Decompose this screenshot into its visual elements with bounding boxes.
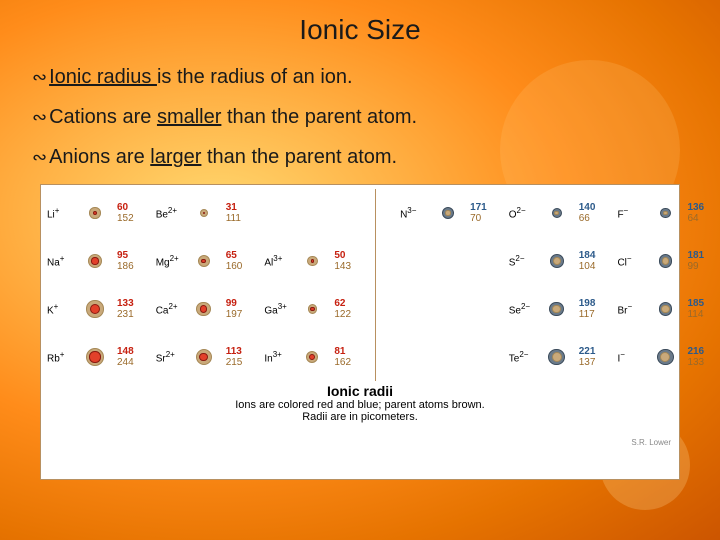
ion-values: 50143 bbox=[334, 250, 351, 273]
ion-values: 81162 bbox=[334, 346, 351, 369]
ion-circle bbox=[75, 193, 115, 233]
ion-symbol: O2− bbox=[509, 206, 537, 220]
ion-group: N3− 17170 bbox=[400, 189, 487, 381]
ion-values: 185114 bbox=[687, 298, 704, 321]
ion-symbol: Br− bbox=[617, 302, 645, 316]
ion-cell: Be2+ 31111 bbox=[156, 189, 243, 237]
ion-cell: S2− 184104 bbox=[509, 237, 596, 285]
ion-cell: O2− 14066 bbox=[509, 189, 596, 237]
ion-symbol: Te2− bbox=[509, 350, 537, 364]
bullet-item: ∾Cations are smaller than the parent ato… bbox=[32, 104, 700, 130]
ion-symbol: Na+ bbox=[47, 254, 75, 268]
ion-values: 18199 bbox=[687, 250, 704, 273]
ion-circle bbox=[75, 241, 115, 281]
ion-circle bbox=[537, 241, 577, 281]
ion-symbol: N3− bbox=[400, 206, 428, 220]
ion-cell: Br− 185114 bbox=[617, 285, 704, 333]
ion-symbol: Be2+ bbox=[156, 206, 184, 220]
ion-circle bbox=[292, 337, 332, 377]
ion-cell: Sr2+ 113215 bbox=[156, 333, 243, 381]
ion-values: 13664 bbox=[687, 202, 704, 225]
ion-cell: Cl− 18199 bbox=[617, 237, 704, 285]
ion-cell: Mg2+ 65160 bbox=[156, 237, 243, 285]
ion-values: 31111 bbox=[226, 202, 241, 225]
ion-cell: K+ 133231 bbox=[47, 285, 134, 333]
ion-symbol: I− bbox=[617, 350, 645, 364]
slide-title: Ionic Size bbox=[20, 14, 700, 46]
ion-circle bbox=[645, 241, 685, 281]
ion-values: 216133 bbox=[687, 346, 704, 369]
ion-values: 65160 bbox=[226, 250, 243, 273]
ion-cell: Li+ 60152 bbox=[47, 189, 134, 237]
ion-values: 62122 bbox=[334, 298, 351, 321]
caption-title: Ionic radii bbox=[47, 383, 673, 399]
ion-cell: I− 216133 bbox=[617, 333, 704, 381]
ion-circle bbox=[537, 289, 577, 329]
ion-symbol: Rb+ bbox=[47, 350, 75, 364]
ion-values: 221137 bbox=[579, 346, 596, 369]
ion-group: F− 13664 Cl− 18199 Br− 185114 I− 216133 bbox=[617, 189, 704, 381]
ion-cell: F− 13664 bbox=[617, 189, 704, 237]
ion-circle bbox=[184, 337, 224, 377]
bullet-item: ∾Ionic radius is the radius of an ion. bbox=[32, 64, 700, 90]
ion-cell: Ga3+ 62122 bbox=[264, 285, 351, 333]
ion-circle bbox=[292, 241, 332, 281]
caption-line2: Radii are in picometers. bbox=[47, 411, 673, 423]
ion-cell: Te2− 221137 bbox=[509, 333, 596, 381]
ion-group: Li+ 60152 Na+ 95186 K+ 133231 Rb+ 148244 bbox=[47, 189, 134, 381]
ion-symbol: Mg2+ bbox=[156, 254, 184, 268]
ion-values: 113215 bbox=[226, 346, 243, 369]
ion-cell: Ca2+ 99197 bbox=[156, 285, 243, 333]
ion-circle bbox=[75, 289, 115, 329]
ion-circle bbox=[645, 289, 685, 329]
ion-values: 95186 bbox=[117, 250, 134, 273]
ion-symbol: Se2− bbox=[509, 302, 537, 316]
ion-symbol: In3+ bbox=[264, 350, 292, 364]
ion-circle bbox=[645, 337, 685, 377]
ion-symbol: Cl− bbox=[617, 254, 645, 268]
slide: Ionic Size ∾Ionic radius is the radius o… bbox=[0, 0, 720, 540]
ion-cell: Na+ 95186 bbox=[47, 237, 134, 285]
ion-circle bbox=[428, 193, 468, 233]
ion-symbol: Al3+ bbox=[264, 254, 292, 268]
ion-group: Al3+ 50143 Ga3+ 62122 In3+ 81162 bbox=[264, 189, 351, 381]
ion-values: 60152 bbox=[117, 202, 134, 225]
ion-circle bbox=[537, 193, 577, 233]
ion-circle bbox=[184, 193, 224, 233]
ion-symbol: Ga3+ bbox=[264, 302, 292, 316]
ion-symbol: Li+ bbox=[47, 206, 75, 220]
ion-symbol: Ca2+ bbox=[156, 302, 184, 316]
bullet-list: ∾Ionic radius is the radius of an ion. ∾C… bbox=[20, 64, 700, 170]
ion-cell: Al3+ 50143 bbox=[264, 237, 351, 285]
caption-line1: Ions are colored red and blue; parent at… bbox=[47, 399, 673, 411]
ion-group: O2− 14066 S2− 184104 Se2− 198117 Te2− 221137 bbox=[509, 189, 596, 381]
diagram-caption: Ionic radii Ions are colored red and blu… bbox=[47, 383, 673, 423]
ion-symbol: K+ bbox=[47, 302, 75, 316]
ion-values: 133231 bbox=[117, 298, 134, 321]
diagram-grid: Li+ 60152 Na+ 95186 K+ 133231 Rb+ 148244 Be2+ 311… bbox=[47, 189, 673, 381]
ion-circle bbox=[645, 193, 685, 233]
ion-circle bbox=[537, 337, 577, 377]
ion-values: 198117 bbox=[579, 298, 596, 321]
ion-cell: N3− 17170 bbox=[400, 189, 487, 237]
ion-circle bbox=[184, 241, 224, 281]
ion-circle bbox=[292, 289, 332, 329]
ion-cell: In3+ 81162 bbox=[264, 333, 351, 381]
ion-circle bbox=[184, 289, 224, 329]
bullet-item: ∾Anions are larger than the parent atom. bbox=[32, 144, 700, 170]
ion-symbol: F− bbox=[617, 206, 645, 220]
ion-cell: Se2− 198117 bbox=[509, 285, 596, 333]
ion-values: 184104 bbox=[579, 250, 596, 273]
ion-values: 14066 bbox=[579, 202, 596, 225]
ion-values: 17170 bbox=[470, 202, 487, 225]
ionic-radii-diagram: Li+ 60152 Na+ 95186 K+ 133231 Rb+ 148244 Be2+ 311… bbox=[40, 184, 680, 480]
ion-circle bbox=[75, 337, 115, 377]
ion-symbol: S2− bbox=[509, 254, 537, 268]
ion-cell: Rb+ 148244 bbox=[47, 333, 134, 381]
diagram-credit: S.R. Lower bbox=[631, 438, 671, 447]
ion-group: Be2+ 31111 Mg2+ 65160 Ca2+ 99197 Sr2+ 113215 bbox=[156, 189, 243, 381]
ion-values: 99197 bbox=[226, 298, 243, 321]
ion-symbol: Sr2+ bbox=[156, 350, 184, 364]
ion-values: 148244 bbox=[117, 346, 134, 369]
